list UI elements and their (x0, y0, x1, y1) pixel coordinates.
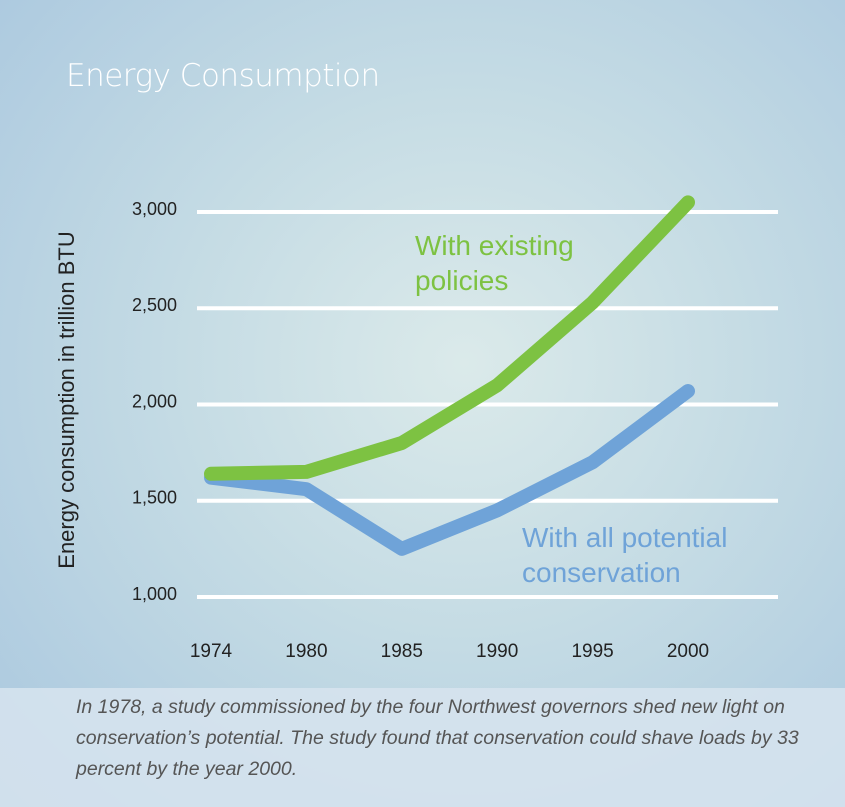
x-tick-label: 1990 (476, 641, 518, 662)
caption-band (0, 688, 845, 807)
y-tick-label: 3,000 (132, 199, 177, 219)
y-tick-label: 2,000 (132, 391, 177, 411)
y-tick-label: 1,000 (132, 584, 177, 604)
series-line (204, 195, 695, 481)
y-tick-label: 1,500 (132, 488, 177, 508)
chart-title: Energy Consumption (66, 58, 380, 94)
series-line (204, 384, 695, 556)
series-label: With all potential conservation (522, 522, 728, 588)
y-axis-label: Energy consumption in trillion BTU (54, 231, 79, 568)
y-tick-label: 2,500 (132, 295, 177, 315)
x-tick-label: 2000 (667, 641, 709, 662)
x-tick-label: 1985 (381, 641, 423, 662)
x-tick-label: 1980 (285, 641, 327, 662)
x-tick-label: 1974 (190, 641, 233, 662)
x-tick-label: 1995 (571, 641, 613, 662)
series-label: With existing policies (415, 230, 574, 296)
caption: In 1978, a study commissioned by the fou… (76, 696, 799, 780)
